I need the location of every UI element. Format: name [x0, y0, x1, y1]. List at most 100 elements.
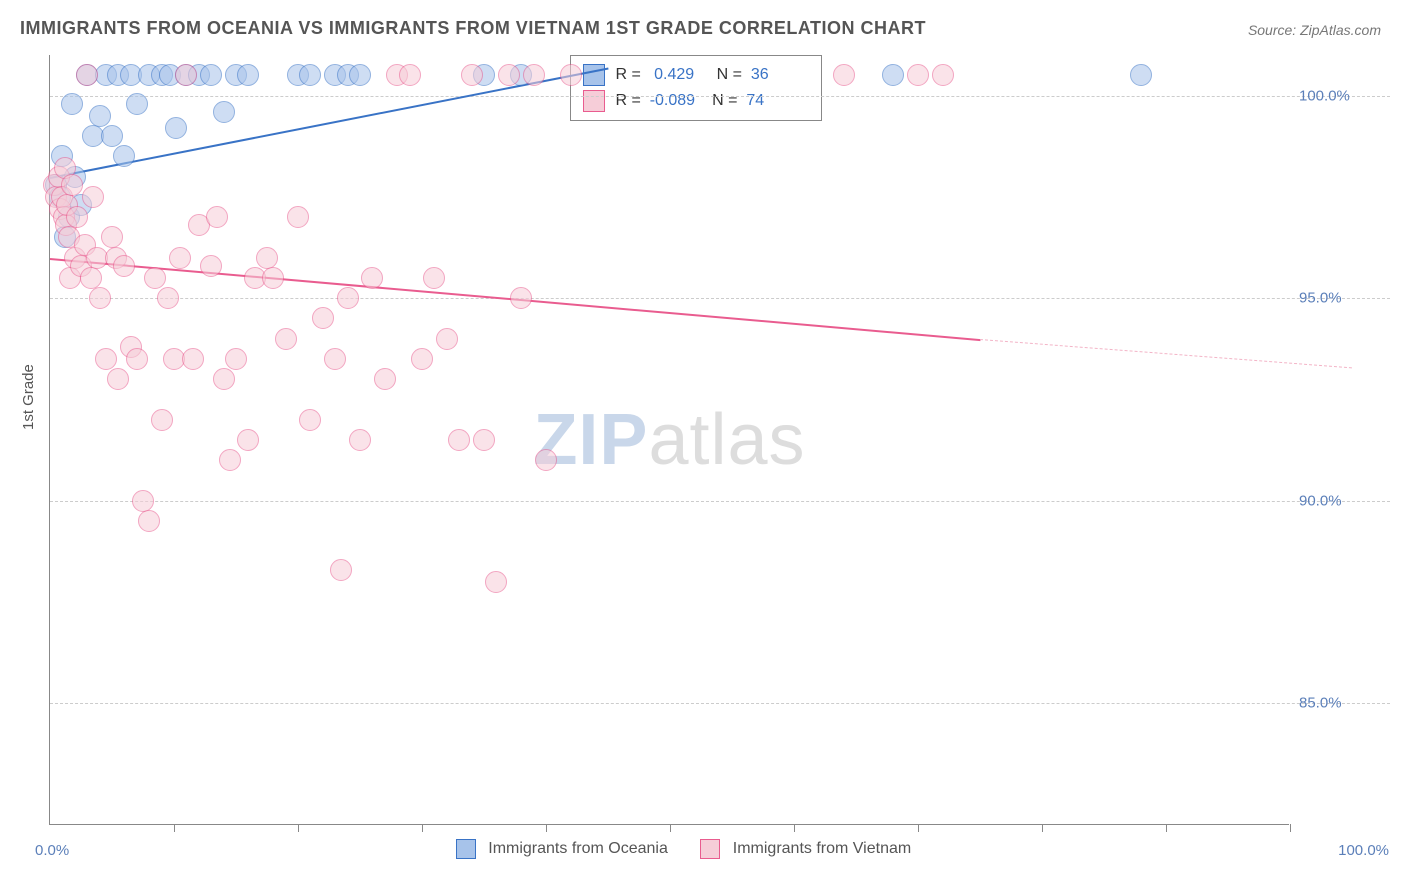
data-point [237, 429, 259, 451]
y-tick-label: 95.0% [1299, 290, 1389, 307]
data-point [833, 64, 855, 86]
data-point [107, 368, 129, 390]
data-point [138, 510, 160, 532]
data-point [66, 206, 88, 228]
data-point [157, 287, 179, 309]
source-attribution: Source: ZipAtlas.com [1248, 22, 1381, 38]
data-point [448, 429, 470, 451]
legend-label-vietnam: Immigrants from Vietnam [733, 840, 911, 857]
data-point [169, 247, 191, 269]
data-point [882, 64, 904, 86]
data-point [312, 307, 334, 329]
data-point [219, 449, 241, 471]
data-point [374, 368, 396, 390]
data-point [151, 409, 173, 431]
gridline [50, 298, 1390, 299]
data-point [113, 145, 135, 167]
data-point [299, 409, 321, 431]
legend-row-oceania: R = 0.429 N = 36 [583, 62, 809, 88]
data-point [262, 267, 284, 289]
data-point [89, 105, 111, 127]
data-point [510, 287, 532, 309]
data-point [349, 64, 371, 86]
data-point [237, 64, 259, 86]
data-point [485, 571, 507, 593]
data-point [256, 247, 278, 269]
data-point [89, 287, 111, 309]
data-point [132, 490, 154, 512]
square-icon [583, 64, 605, 86]
x-axis-max-label: 100.0% [1338, 842, 1389, 859]
data-point [535, 449, 557, 471]
square-icon [456, 839, 476, 859]
watermark: ZIPatlas [533, 399, 805, 481]
x-tick [918, 824, 919, 832]
data-point [411, 348, 433, 370]
data-point [932, 64, 954, 86]
data-point [206, 206, 228, 228]
data-point [299, 64, 321, 86]
data-point [275, 328, 297, 350]
data-point [126, 348, 148, 370]
data-point [200, 64, 222, 86]
data-point [213, 101, 235, 123]
data-point [61, 93, 83, 115]
y-tick-label: 90.0% [1299, 492, 1389, 509]
data-point [1130, 64, 1152, 86]
data-point [113, 255, 135, 277]
data-point [144, 267, 166, 289]
x-tick [174, 824, 175, 832]
data-point [80, 267, 102, 289]
data-point [101, 125, 123, 147]
data-point [436, 328, 458, 350]
series-legend: Immigrants from Oceania Immigrants from … [50, 839, 1289, 859]
data-point [523, 64, 545, 86]
data-point [213, 368, 235, 390]
y-axis-label: 1st Grade [20, 364, 37, 430]
data-point [175, 64, 197, 86]
legend-label-oceania: Immigrants from Oceania [488, 840, 668, 857]
data-point [165, 117, 187, 139]
gridline [50, 703, 1390, 704]
data-point [337, 287, 359, 309]
x-tick [1042, 824, 1043, 832]
x-tick [546, 824, 547, 832]
data-point [182, 348, 204, 370]
data-point [95, 348, 117, 370]
data-point [76, 64, 98, 86]
y-tick-label: 100.0% [1299, 87, 1389, 104]
correlation-legend: R = 0.429 N = 36 R = -0.089 N = 74 [570, 55, 822, 121]
x-tick [794, 824, 795, 832]
data-point [560, 64, 582, 86]
y-tick-label: 85.0% [1299, 695, 1389, 712]
data-point [349, 429, 371, 451]
gridline [50, 501, 1390, 502]
square-icon [583, 90, 605, 112]
square-icon [700, 839, 720, 859]
data-point [399, 64, 421, 86]
data-point [361, 267, 383, 289]
data-point [61, 174, 83, 196]
x-tick [1290, 824, 1291, 832]
data-point [200, 255, 222, 277]
data-point [287, 206, 309, 228]
x-tick [670, 824, 671, 832]
data-point [82, 186, 104, 208]
data-point [126, 93, 148, 115]
gridline [50, 96, 1390, 97]
data-point [473, 429, 495, 451]
chart-title: IMMIGRANTS FROM OCEANIA VS IMMIGRANTS FR… [20, 18, 926, 39]
legend-row-vietnam: R = -0.089 N = 74 [583, 88, 809, 114]
x-tick [1166, 824, 1167, 832]
data-point [907, 64, 929, 86]
data-point [330, 559, 352, 581]
data-point [225, 348, 247, 370]
data-point [101, 226, 123, 248]
scatter-plot: ZIPatlas R = 0.429 N = 36 R = -0.089 N =… [49, 55, 1289, 825]
x-tick [422, 824, 423, 832]
data-point [423, 267, 445, 289]
data-point [461, 64, 483, 86]
data-point [498, 64, 520, 86]
data-point [324, 348, 346, 370]
trend-line [980, 339, 1352, 368]
